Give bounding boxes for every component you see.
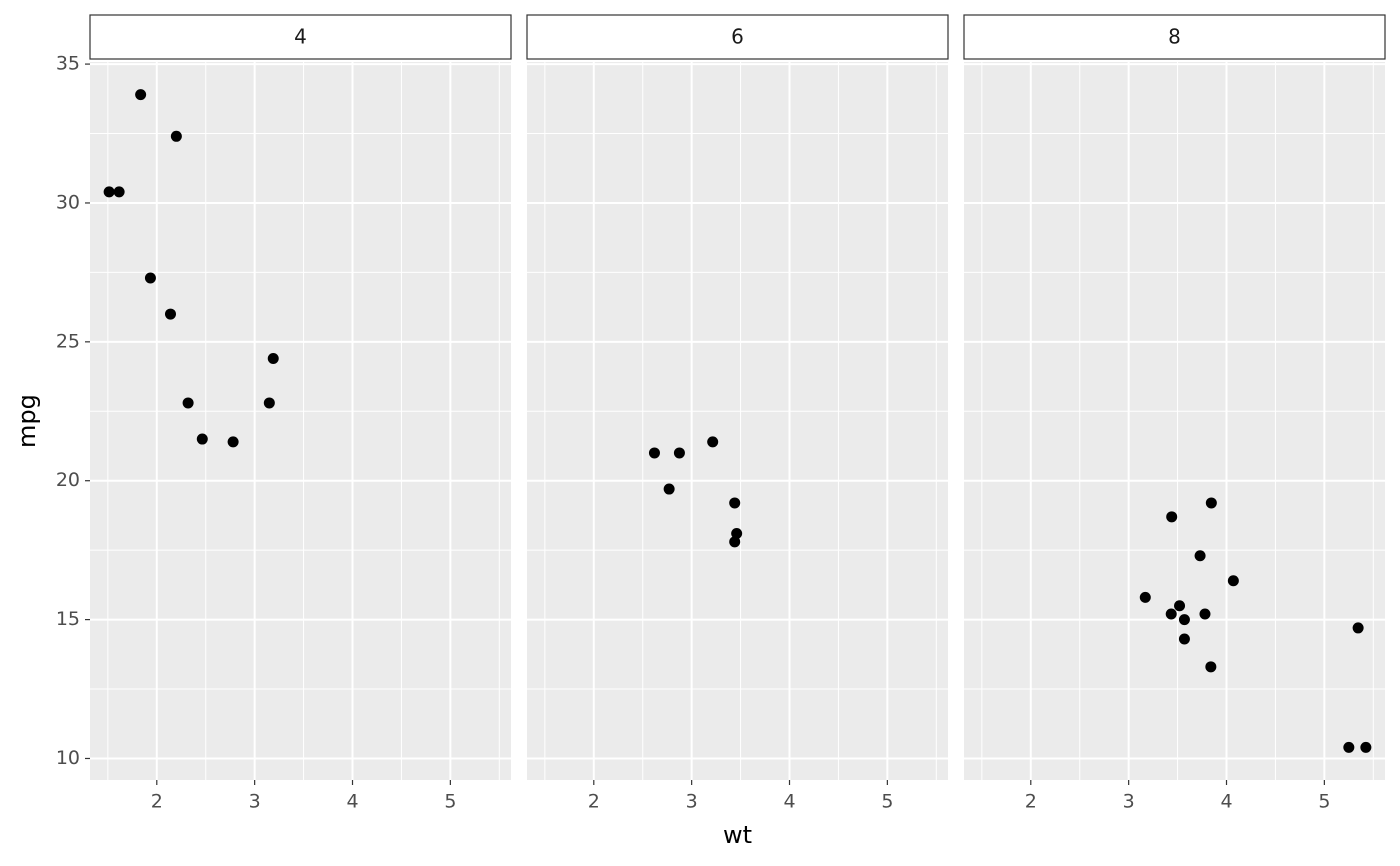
strip (526, 14, 949, 60)
point (227, 436, 239, 448)
panel-background (527, 62, 948, 780)
point (663, 483, 675, 495)
point (263, 397, 275, 409)
y-tick-label: 10 (56, 747, 80, 769)
point (135, 89, 147, 101)
point (170, 130, 182, 142)
point (103, 186, 115, 198)
point (196, 433, 208, 445)
point (648, 447, 660, 459)
x-tick-label: 5 (1318, 791, 1330, 813)
strip (89, 14, 512, 60)
x-tick-label: 4 (346, 791, 358, 813)
point (144, 272, 156, 284)
point (1178, 633, 1190, 645)
point (164, 308, 176, 320)
point (1139, 591, 1151, 603)
point (673, 447, 685, 459)
y-tick-label: 15 (56, 608, 80, 630)
point (1227, 575, 1239, 587)
y-tick-label: 35 (56, 53, 80, 75)
point (1360, 741, 1372, 753)
y-tick-label: 30 (56, 191, 80, 213)
panel-background (964, 62, 1385, 780)
x-axis-title: wt (723, 821, 752, 849)
strip-label: 8 (1168, 25, 1181, 49)
x-tick-label: 3 (686, 791, 698, 813)
x-tick-label: 2 (1025, 791, 1037, 813)
x-tick-label: 2 (588, 791, 600, 813)
point (1205, 661, 1217, 673)
point (731, 527, 743, 539)
x-tick-label: 5 (444, 791, 456, 813)
y-axis-title: mpg (13, 394, 41, 448)
panel-background (90, 62, 511, 780)
point (1174, 600, 1186, 612)
point (182, 397, 194, 409)
x-tick-label: 3 (1123, 791, 1135, 813)
x-tick-label: 4 (1220, 791, 1232, 813)
point (707, 436, 719, 448)
point (113, 186, 125, 198)
x-tick-label: 2 (151, 791, 163, 813)
y-tick-label: 25 (56, 330, 80, 352)
point (1352, 622, 1364, 634)
point (729, 536, 741, 548)
y-tick-label: 20 (56, 469, 80, 491)
point (1194, 550, 1206, 562)
point (1199, 608, 1211, 620)
x-tick-label: 3 (249, 791, 261, 813)
strip (963, 14, 1386, 60)
strip-label: 6 (731, 25, 744, 49)
strip-label: 4 (294, 25, 307, 49)
point (729, 497, 741, 509)
point (267, 353, 279, 365)
x-tick-label: 4 (783, 791, 795, 813)
point (1178, 614, 1190, 626)
point (1166, 511, 1178, 523)
point (1165, 608, 1177, 620)
x-tick-label: 5 (881, 791, 893, 813)
point (1205, 497, 1217, 509)
point (1343, 741, 1355, 753)
